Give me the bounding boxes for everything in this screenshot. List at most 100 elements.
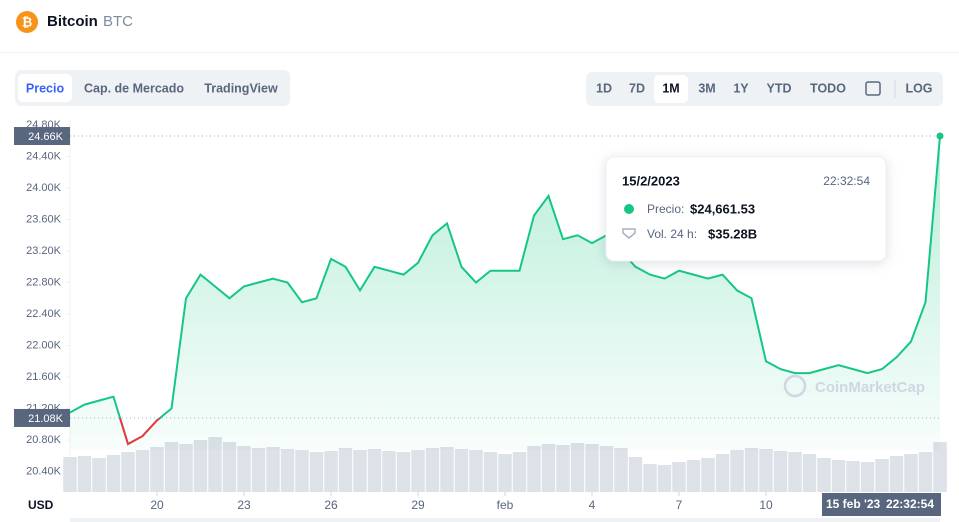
tab-active-bg [18, 74, 72, 102]
tab[interactable]: TradingView [204, 81, 278, 95]
x-tick-label: 20 [150, 498, 164, 512]
tooltip-date: 15/2/2023 [622, 173, 680, 188]
y-tick-label: 23.60K [26, 213, 62, 225]
volume-bar [570, 443, 585, 492]
volume-bar [875, 459, 889, 492]
volume-bar [251, 448, 266, 492]
volume-bar [266, 447, 280, 492]
volume-bar [643, 464, 657, 492]
tooltip-price-dot [624, 204, 634, 214]
tooltip-time: 22:32:54 [823, 174, 870, 188]
tooltip-price-label: Precio: [647, 202, 684, 216]
scrollbar [70, 518, 940, 522]
range-button[interactable]: TODO [810, 81, 846, 95]
volume-bar [382, 451, 396, 492]
x-tick-label: 26 [324, 498, 338, 512]
volume-bar [77, 456, 92, 492]
volume-bar [483, 452, 498, 492]
reference-badge-label: 21.08K [28, 413, 64, 425]
current-badge-label: 24.66K [28, 131, 64, 143]
y-tick-label: 23.20K [26, 245, 62, 257]
volume-bar [715, 454, 730, 492]
tooltip-price: $24,661.53 [690, 201, 755, 216]
x-tick-label: 10 [759, 498, 773, 512]
volume-bar [614, 448, 628, 492]
volume-bar [222, 442, 237, 492]
coin-symbol: BTC [103, 13, 133, 30]
volume-bar [672, 462, 686, 492]
coin-name: Bitcoin [47, 13, 98, 30]
volume-bar [759, 449, 773, 492]
price-line-group [69, 135, 941, 446]
volume-bar [150, 447, 164, 492]
y-tick-label: 21.60K [26, 371, 62, 383]
volume-bar [918, 452, 933, 492]
volume-bar [92, 458, 106, 492]
watermark: CoinMarketCap [815, 379, 925, 396]
range-button[interactable]: 3M [698, 81, 715, 95]
volume-bar [63, 457, 77, 492]
tab[interactable]: Cap. de Mercado [84, 81, 184, 95]
volume-bar [324, 451, 338, 492]
x-tick-label: 23 [237, 498, 251, 512]
volume-bar [367, 449, 382, 492]
tab[interactable]: Precio [26, 81, 65, 95]
x-tick-label: 29 [411, 498, 425, 512]
volume-bar [788, 452, 802, 492]
volume-bar [773, 451, 788, 492]
watermark-logo [783, 374, 807, 398]
volume-bar [831, 460, 846, 492]
range-button[interactable]: 1M [662, 81, 679, 95]
volume-bar [454, 449, 469, 492]
btc-icon-glyph: ₿ [22, 14, 33, 29]
volume-bar [498, 454, 512, 492]
current-dot [936, 132, 944, 140]
volume-bar [440, 447, 454, 492]
range-button[interactable]: 1D [596, 81, 612, 95]
range-button[interactable]: YTD [767, 81, 792, 95]
volume-bar [295, 450, 309, 492]
y-tick-label: 22.80K [26, 276, 62, 288]
volume-bar [846, 461, 860, 492]
volume-bar [338, 448, 353, 492]
range-button[interactable]: 7D [629, 81, 645, 95]
y-tick-label: 20.80K [26, 434, 62, 446]
y-tick-label: 24.40K [26, 150, 62, 162]
current-badge [14, 127, 70, 146]
end-time: 22:32:54 [886, 497, 934, 511]
end-badge [822, 493, 941, 516]
currency-label: USD [28, 498, 54, 512]
volume-bar [541, 444, 556, 492]
volume-bar [556, 445, 570, 492]
volume-bar [164, 442, 179, 492]
volume-bar [135, 450, 150, 492]
area-fill [70, 136, 940, 450]
x-tick-label: 4 [589, 498, 596, 512]
range-button[interactable]: LOG [905, 81, 932, 95]
volume-bar [396, 452, 411, 492]
header-divider [0, 52, 959, 53]
volume-bar [208, 437, 222, 492]
volume-bar [411, 450, 425, 492]
volume-bar [817, 458, 831, 492]
volume-bar [686, 460, 701, 492]
y-tick-label: 24.00K [26, 182, 62, 194]
tooltip-volume: $35.28B [708, 226, 757, 241]
volume-bar [933, 442, 947, 492]
volume-bar [657, 465, 672, 492]
tooltip-volume-label: Vol. 24 h: [647, 227, 697, 241]
volume-bar [353, 450, 367, 492]
volume-bar [469, 450, 483, 492]
btc-icon [16, 11, 38, 33]
volume-bar [309, 452, 324, 492]
price-line [69, 135, 941, 446]
range-button[interactable]: 1Y [733, 81, 749, 95]
volume-bar [599, 446, 614, 492]
tooltip [605, 156, 887, 262]
range-active-bg [654, 75, 688, 103]
calendar-button[interactable] [865, 81, 881, 96]
volume-bar [730, 450, 744, 492]
volume-bar [802, 454, 817, 492]
